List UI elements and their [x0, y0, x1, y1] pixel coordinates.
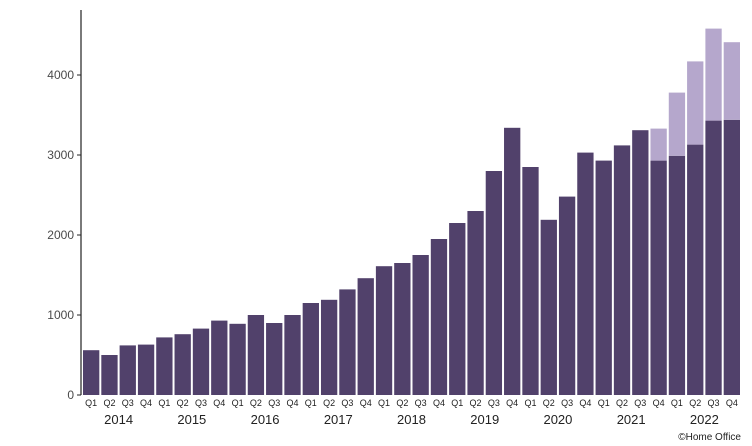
- x-year-label-2019: 2019: [470, 412, 499, 427]
- bar-s1-20: [430, 239, 448, 395]
- x-year-label-2015: 2015: [177, 412, 206, 427]
- bar-s1-14: [320, 299, 338, 395]
- bar-s1-5: [156, 337, 173, 395]
- x-quarter-label-36: Q4: [726, 398, 738, 408]
- x-quarter-label-28: Q4: [579, 398, 591, 408]
- bar-s1-8: [211, 320, 228, 395]
- bar-s1-13: [302, 303, 319, 395]
- bar-s1-27: [558, 196, 576, 395]
- bar-s1-23: [485, 171, 503, 395]
- bar-s1-28: [577, 152, 594, 395]
- x-quarter-label-31: Q3: [634, 398, 646, 408]
- x-quarter-label-11: Q3: [268, 398, 280, 408]
- bar-s1-24: [504, 127, 521, 396]
- x-quarter-label-5: Q1: [158, 398, 170, 408]
- bar-s1-34: [687, 144, 704, 395]
- bar-s2-32: [650, 128, 667, 161]
- x-quarter-label-29: Q1: [598, 398, 610, 408]
- x-quarter-label-15: Q3: [341, 398, 353, 408]
- x-year-label-2021: 2021: [617, 412, 646, 427]
- bar-s1-4: [137, 344, 155, 395]
- x-quarter-label-34: Q2: [689, 398, 701, 408]
- x-quarter-label-12: Q4: [287, 398, 299, 408]
- x-quarter-label-2: Q2: [103, 398, 115, 408]
- bar-s1-32: [650, 160, 667, 395]
- bar-s1-33: [668, 155, 686, 395]
- bars-group: [83, 28, 740, 396]
- x-axis-labels: Q1 Q2 Q3 Q4 Q1 Q2 Q3 Q4 Q1 Q2 Q3 Q4 Q1 Q2 Q3 Q4 Q1 Q2 Q3 Q4…: [85, 398, 738, 427]
- bar-s1-1: [83, 350, 100, 395]
- bar-s1-9: [229, 323, 246, 395]
- bar-s1-10: [247, 315, 265, 395]
- x-quarter-label-13: Q1: [305, 398, 317, 408]
- x-quarter-label-18: Q2: [396, 398, 408, 408]
- y-tick-label-0: 0: [67, 388, 74, 402]
- x-quarter-label-9: Q1: [232, 398, 244, 408]
- bar-s1-15: [339, 289, 356, 395]
- y-tick-label-2: 2000: [47, 228, 74, 242]
- bar-s1-17: [375, 266, 393, 395]
- x-quarter-label-23: Q3: [488, 398, 500, 408]
- bar-s1-6: [174, 334, 191, 395]
- bar-s1-12: [284, 315, 301, 395]
- bar-s1-36: [723, 119, 740, 396]
- x-quarter-label-26: Q2: [543, 398, 555, 408]
- credit-text: ©Home Office: [678, 432, 741, 443]
- x-year-label-2022: 2022: [690, 412, 719, 427]
- x-year-label-2017: 2017: [324, 412, 353, 427]
- bar-s1-7: [192, 328, 210, 395]
- bar-s1-19: [412, 255, 429, 395]
- x-quarter-label-6: Q2: [177, 398, 189, 408]
- bar-s2-34: [687, 61, 704, 145]
- y-tick-label-4: 4000: [47, 68, 74, 82]
- y-tick-label-1: 1000: [47, 308, 74, 322]
- x-quarter-label-17: Q1: [378, 398, 390, 408]
- bar-s1-16: [357, 278, 374, 395]
- x-year-label-2014: 2014: [104, 412, 133, 427]
- bar-s1-35: [705, 120, 722, 395]
- x-quarter-label-1: Q1: [85, 398, 97, 408]
- x-quarter-label-27: Q3: [561, 398, 573, 408]
- x-quarter-label-4: Q4: [140, 398, 152, 408]
- bar-s1-18: [394, 263, 411, 395]
- x-quarter-label-24: Q4: [506, 398, 518, 408]
- bar-s1-22: [467, 211, 484, 395]
- x-year-label-2020: 2020: [543, 412, 572, 427]
- x-quarter-label-33: Q1: [671, 398, 683, 408]
- bar-s1-30: [613, 145, 631, 395]
- bar-s1-25: [522, 167, 539, 395]
- bar-s2-36: [723, 42, 740, 120]
- x-quarter-label-8: Q4: [213, 398, 225, 408]
- bar-s1-21: [449, 223, 466, 395]
- y-axis-ticks: 0 1000 2000 3000 4000: [47, 68, 81, 402]
- bar-s1-31: [632, 130, 649, 395]
- x-quarter-label-19: Q3: [415, 398, 427, 408]
- bar-s2-35: [705, 28, 722, 121]
- bar-s2-33: [668, 92, 686, 156]
- x-quarter-label-16: Q4: [360, 398, 372, 408]
- x-quarter-label-32: Q4: [653, 398, 665, 408]
- x-year-label-2018: 2018: [397, 412, 426, 427]
- bar-s1-2: [101, 355, 118, 395]
- x-quarter-label-10: Q2: [250, 398, 262, 408]
- x-quarter-label-35: Q3: [708, 398, 720, 408]
- x-year-label-2016: 2016: [251, 412, 280, 427]
- bar-s1-26: [540, 219, 557, 395]
- x-quarter-label-7: Q3: [195, 398, 207, 408]
- y-tick-label-3: 3000: [47, 148, 74, 162]
- x-quarter-label-21: Q1: [451, 398, 463, 408]
- x-quarter-label-25: Q1: [524, 398, 536, 408]
- x-quarter-label-20: Q4: [433, 398, 445, 408]
- x-quarter-label-3: Q3: [122, 398, 134, 408]
- x-quarter-label-30: Q2: [616, 398, 628, 408]
- x-quarter-label-22: Q2: [470, 398, 482, 408]
- bar-s1-3: [119, 345, 136, 395]
- bar-s1-29: [595, 160, 612, 395]
- x-quarter-label-14: Q2: [323, 398, 335, 408]
- bar-s1-11: [266, 323, 283, 395]
